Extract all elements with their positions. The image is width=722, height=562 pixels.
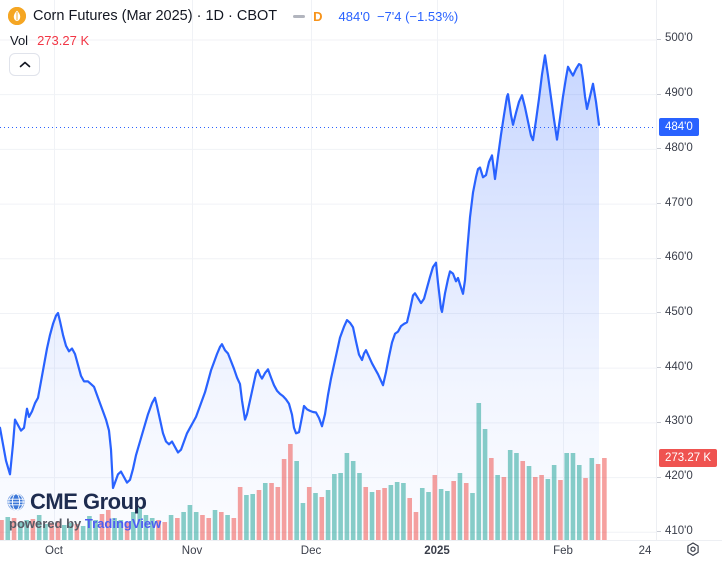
- price-axis-label: 430'0: [665, 415, 693, 428]
- legend: Corn Futures (Mar 2025) · 1D · CBOT D 48…: [8, 6, 458, 26]
- price-axis-label: 420'0: [665, 470, 693, 483]
- symbol-title[interactable]: Corn Futures (Mar 2025) · 1D · CBOT: [33, 8, 278, 24]
- time-axis-label: 2025: [424, 545, 450, 557]
- price-tick-mark: [657, 477, 661, 478]
- price-tick-mark: [657, 258, 661, 259]
- volume-legend: Vol 273.27 K: [10, 33, 89, 48]
- cme-group-logo-text[interactable]: CME Group: [30, 489, 147, 514]
- time-axis-label: Feb: [553, 545, 573, 557]
- price-axis-label: 500'0: [665, 32, 693, 45]
- powered-by-text: powered by: [9, 516, 82, 531]
- interval-label[interactable]: D: [313, 8, 323, 24]
- time-axis-label: Nov: [181, 545, 203, 557]
- time-axis-label: 24: [638, 545, 652, 557]
- price-tick-mark: [657, 422, 661, 423]
- price-line: [0, 54, 601, 490]
- current-volume-label: 273.27 K: [659, 449, 718, 467]
- watermark: CME Group powered by TradingView: [7, 489, 161, 531]
- area-fill: [0, 55, 599, 541]
- price-tick-mark: [657, 203, 661, 204]
- corn-symbol-icon: [8, 7, 26, 25]
- time-scale[interactable]: Oct Nov Dec 2025 Feb 24: [0, 540, 722, 562]
- price-tick-mark: [657, 312, 661, 313]
- tradingview-link[interactable]: TradingView: [84, 516, 162, 531]
- time-axis-label: Dec: [300, 545, 322, 557]
- time-axis-label: Oct: [45, 545, 63, 557]
- price-axis-label: 440'0: [665, 360, 693, 373]
- price-axis-label: 410'0: [665, 524, 693, 537]
- price-tick-mark: [657, 367, 661, 368]
- price-axis-label: 450'0: [665, 305, 693, 318]
- price-tick-mark: [657, 531, 661, 532]
- price-axis-label: 460'0: [665, 251, 693, 264]
- price-tick-mark: [657, 148, 661, 149]
- cme-globe-icon: [7, 493, 25, 511]
- price-tick-mark: [657, 94, 661, 95]
- chevron-up-icon: [19, 61, 30, 68]
- volume-value: 273.27 K: [37, 33, 90, 48]
- price-scale[interactable]: 500'0 490'0 480'0 470'0 460'0 450'0 440'0 430'0…: [656, 0, 722, 540]
- volume-label: Vol: [10, 33, 29, 48]
- last-price: 484'0: [338, 8, 370, 24]
- price-tick-mark: [657, 39, 661, 40]
- price-change: −7'4 (−1.53%): [376, 8, 459, 24]
- current-price-label: 484'0: [659, 118, 699, 136]
- scale-settings-button[interactable]: [684, 541, 702, 559]
- volume-bars: [0, 403, 607, 540]
- quote-values: 484'0 −7'4 (−1.53%): [339, 9, 459, 24]
- price-axis-label: 490'0: [665, 87, 693, 100]
- gear-icon: [687, 542, 699, 556]
- price-axis-label: 480'0: [665, 141, 693, 154]
- collapse-legend-button[interactable]: [9, 53, 40, 76]
- chart-style-dash-icon: [293, 14, 306, 18]
- price-axis-label: 470'0: [665, 196, 693, 209]
